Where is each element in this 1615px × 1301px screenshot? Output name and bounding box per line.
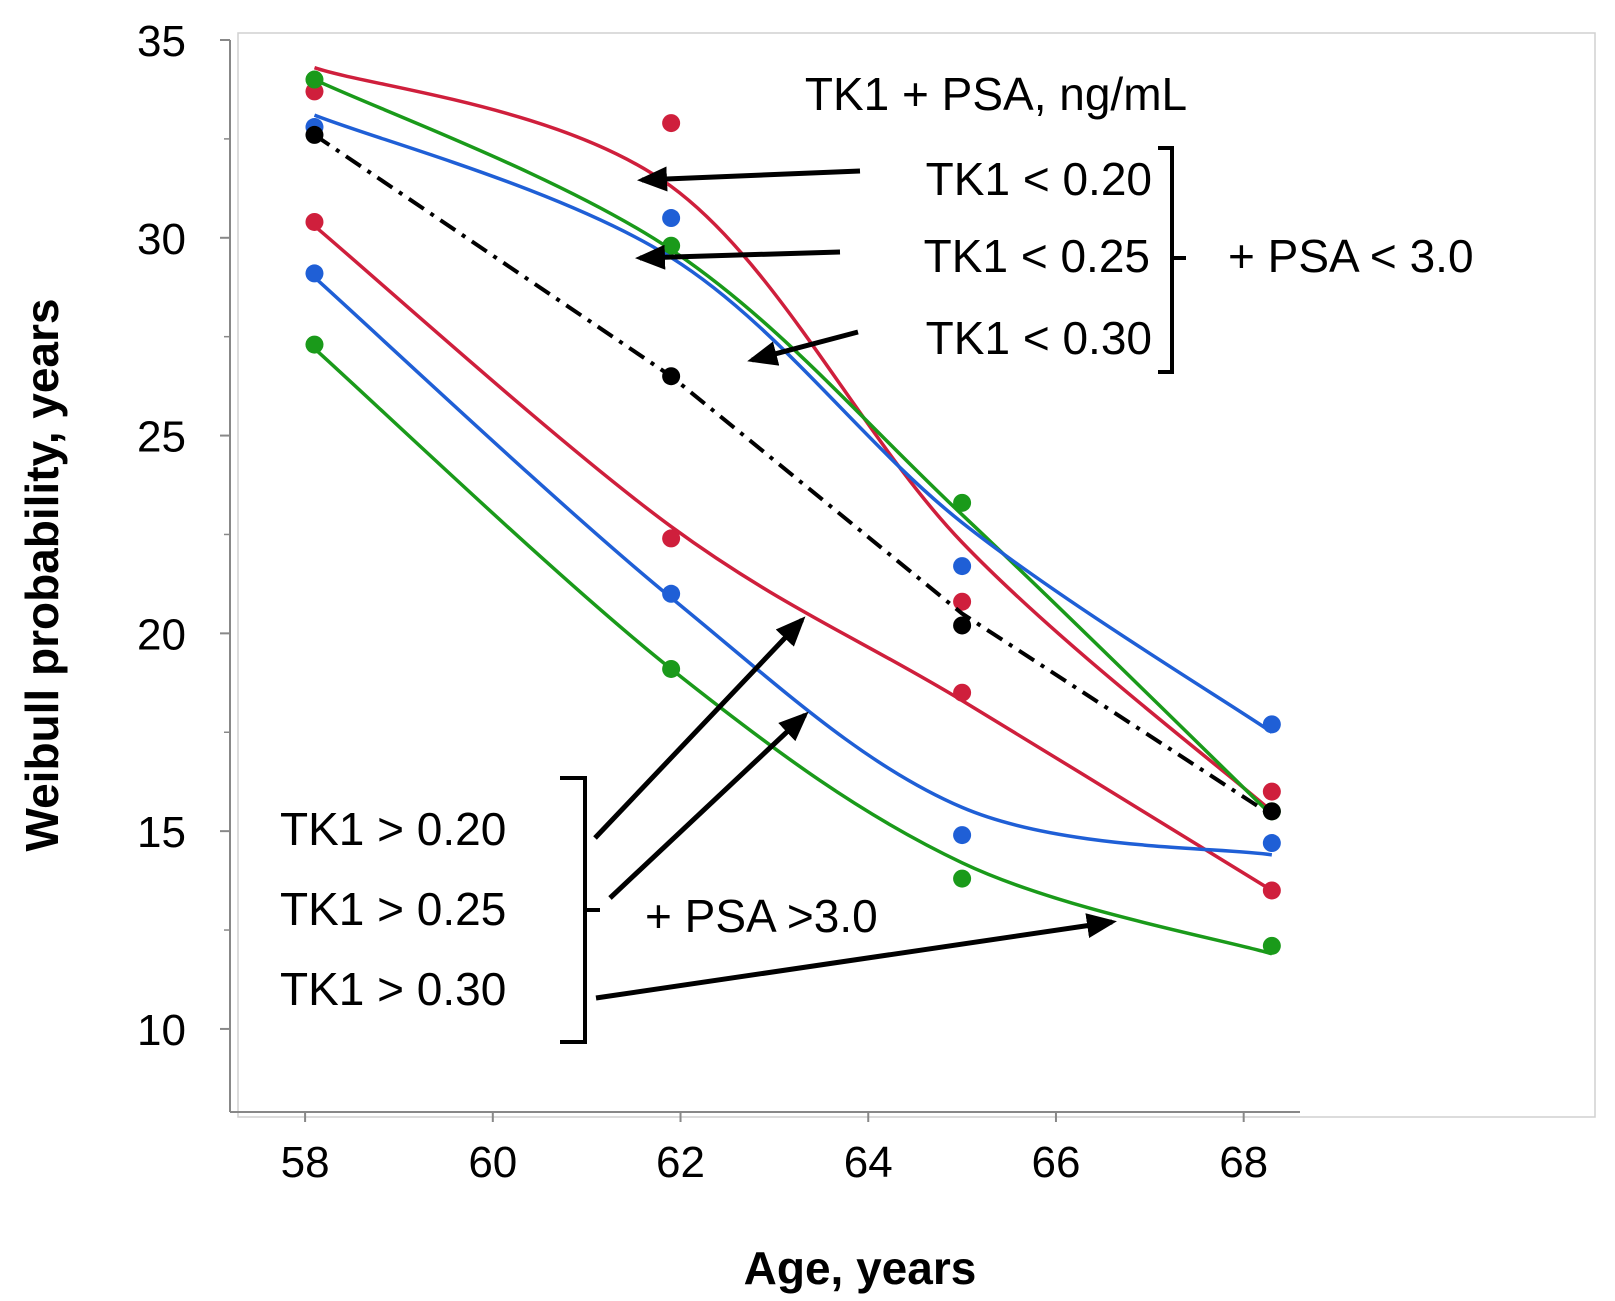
data-point (662, 659, 681, 678)
series-line (313, 77, 1274, 817)
annotation-lower-tk1-025: TK1 > 0.25 (280, 883, 506, 935)
x-tick-label: 60 (468, 1138, 517, 1187)
series-group (305, 125, 1281, 821)
x-tick-label: 64 (844, 1138, 893, 1187)
annotation-upper-tk1-020: TK1 < 0.20 (926, 153, 1152, 205)
x-tick-label: 62 (656, 1138, 705, 1187)
y-tick-label: 10 (137, 1006, 186, 1055)
arrow-lower-tk1-025 (608, 711, 809, 900)
series-line (313, 113, 1273, 734)
annotation-lower-tk1-020: TK1 > 0.20 (280, 803, 506, 855)
upper-bracket (1158, 146, 1186, 374)
lower-bracket (560, 776, 600, 1044)
plot-area-frame (237, 32, 1596, 1118)
series-line (313, 347, 1273, 956)
series-line (313, 133, 1273, 817)
arrow-upper-tk1-020 (637, 166, 861, 192)
x-tick-label: 58 (281, 1138, 330, 1187)
data-point (953, 592, 972, 611)
data-point (662, 209, 681, 228)
axis-ticks: 58 60 62 64 66 68 10 15 20 25 30 35 (137, 17, 1268, 1187)
y-tick-label: 35 (137, 17, 186, 66)
series-group (305, 212, 1281, 900)
data-point (1262, 715, 1281, 734)
data-point (305, 125, 324, 144)
data-point (953, 826, 972, 845)
data-point (305, 212, 324, 231)
series-group (305, 335, 1281, 956)
data-point (953, 683, 972, 702)
arrow-lower-tk1-030 (595, 913, 1117, 1001)
data-point (662, 367, 681, 386)
series-layer (305, 66, 1281, 956)
annotation-lower-psa: + PSA >3.0 (645, 890, 878, 942)
data-point (1262, 936, 1281, 955)
data-point (662, 236, 681, 255)
series-group (305, 66, 1281, 813)
data-point (1262, 881, 1281, 900)
annotation-upper-tk1-030: TK1 < 0.30 (926, 312, 1152, 364)
y-axis-title: Weibull probability, years (16, 299, 68, 852)
data-point (1262, 782, 1281, 801)
arrow-upper-tk1-030 (747, 329, 859, 366)
data-point (305, 70, 324, 89)
data-point (662, 114, 681, 133)
data-point (305, 264, 324, 283)
data-point (662, 584, 681, 603)
x-tick-label: 68 (1219, 1138, 1268, 1187)
series-line (313, 276, 1273, 857)
series-line (313, 224, 1273, 892)
data-point (662, 529, 681, 548)
data-point (305, 335, 324, 354)
x-axis-title: Age, years (744, 1242, 977, 1294)
arrow-lower-tk1-020 (593, 616, 806, 840)
series-group (305, 264, 1281, 857)
annotation-lower-tk1-030: TK1 > 0.30 (280, 963, 506, 1015)
data-point (1262, 834, 1281, 853)
y-tick-label: 15 (137, 808, 186, 857)
x-tick-label: 66 (1031, 1138, 1080, 1187)
data-point (953, 616, 972, 635)
data-point (953, 869, 972, 888)
data-point (1262, 802, 1281, 821)
annotation-upper-tk1-025: TK1 < 0.25 (924, 230, 1150, 282)
annotation-header: TK1 + PSA, ng/mL (805, 68, 1187, 120)
data-point (953, 557, 972, 576)
arrow-upper-tk1-025 (635, 244, 841, 270)
y-tick-label: 20 (137, 610, 186, 659)
series-line (313, 66, 1273, 813)
annotation-upper-psa: + PSA < 3.0 (1228, 230, 1474, 282)
series-group (305, 113, 1281, 734)
y-tick-label: 30 (137, 215, 186, 264)
y-tick-label: 25 (137, 413, 186, 462)
data-point (953, 493, 972, 512)
